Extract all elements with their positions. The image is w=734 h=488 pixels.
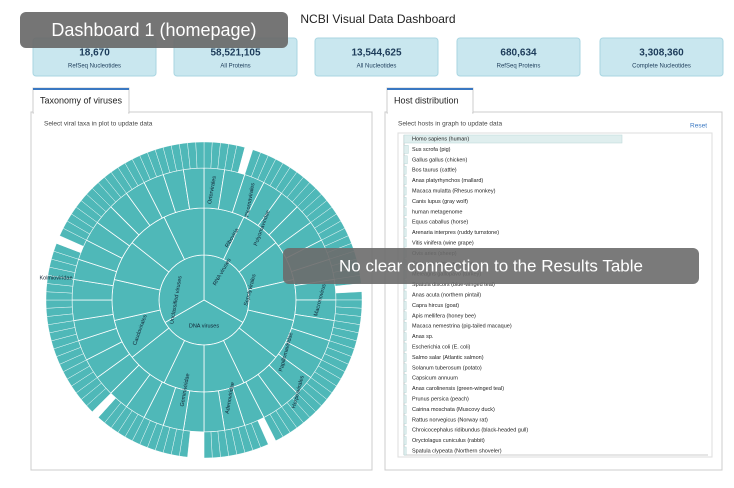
host-label[interactable]: Macaca mulatta (Rhesus monkey) — [412, 188, 496, 194]
host-bar[interactable] — [403, 436, 407, 445]
host-bar[interactable] — [403, 207, 407, 217]
stat-label: RefSeq Proteins — [497, 64, 541, 70]
host-label[interactable]: Oryctolagus cuniculus (rabbit) — [412, 438, 485, 444]
stat-cards: 18,670 RefSeq Nucleotides 58,521,105 All Pr… — [32, 37, 724, 77]
host-bar[interactable] — [403, 311, 407, 321]
host-label[interactable]: Spatula discors (blue-winged teal) — [412, 282, 495, 288]
host-label[interactable]: Anas sp. — [412, 334, 434, 340]
screen-label: Dashboard 1 (homepage) — [51, 20, 256, 40]
reset-link[interactable]: Reset — [690, 123, 707, 130]
sunburst-segment[interactable] — [195, 141, 205, 169]
tab-label[interactable]: Host distribution — [394, 95, 459, 105]
sunburst-segment[interactable] — [45, 299, 73, 309]
host-bars: Homo sapiens (human) Sus scrofa (pig) Gall… — [403, 134, 623, 456]
host-tab[interactable] — [386, 87, 474, 114]
taxonomy-tab[interactable] — [32, 87, 130, 114]
host-label[interactable]: Anas acuta (northern pintail) — [412, 292, 481, 298]
stat-card — [314, 37, 439, 77]
sunburst-segment[interactable] — [203, 431, 213, 459]
instruction: Select viral taxa in plot to update data — [44, 121, 153, 128]
taxon-label[interactable]: Kolmioviridae — [39, 275, 72, 281]
host-label[interactable]: human metagenome — [412, 209, 462, 215]
taxon-label[interactable]: DNA viruses — [189, 323, 220, 329]
host-bar[interactable] — [403, 290, 407, 300]
host-bar[interactable] — [403, 425, 407, 435]
stat-label: All Proteins — [220, 64, 250, 70]
host-label[interactable]: Solanum tuberosum (potato) — [412, 365, 482, 371]
tab-accent — [387, 88, 473, 90]
callout-box — [283, 248, 699, 284]
host-label[interactable]: Macaca nemestrina (pig-tailed macaque) — [412, 324, 512, 330]
host-bar[interactable] — [403, 145, 409, 154]
host-list-frame — [397, 132, 713, 458]
host-label[interactable]: Canis lupus (gray wolf) — [412, 199, 468, 205]
host-bar[interactable] — [403, 134, 623, 144]
stat-value: 680,634 — [500, 48, 537, 59]
host-bar[interactable] — [403, 353, 407, 362]
stat-card — [456, 37, 581, 77]
host-label[interactable]: Homo sapiens (human) — [412, 136, 469, 142]
host-label[interactable]: Chroicocephalus ridibundus (black-headed… — [412, 428, 528, 434]
host-bar[interactable] — [403, 384, 407, 393]
tab-accent — [33, 88, 129, 90]
callout: No clear connection to the Results Table — [339, 256, 643, 275]
host-panel — [384, 111, 723, 471]
host-label[interactable]: Sus scrofa (pig) — [412, 147, 451, 153]
host-label[interactable]: Bos taurus (cattle) — [412, 168, 457, 174]
host-bar[interactable] — [403, 332, 407, 341]
tab-label[interactable]: Taxonomy of viruses — [40, 95, 123, 105]
host-bar[interactable] — [403, 394, 407, 404]
taxon-label[interactable]: Picornavirales — [244, 182, 256, 217]
stat-label: Complete Nucleotides — [632, 64, 691, 70]
host-label[interactable]: Escherichia coli (E. coli) — [412, 344, 471, 350]
host-label[interactable]: Capra hircus (goat) — [412, 303, 459, 309]
host-label[interactable]: Apis mellifera (honey bee) — [412, 313, 476, 319]
host-bar[interactable] — [403, 197, 407, 206]
host-label[interactable]: Anas platyrhynchos (mallard) — [412, 178, 483, 184]
host-label[interactable]: Prunus persica (peach) — [412, 396, 469, 402]
host-label[interactable]: Equus caballus (horse) — [412, 220, 468, 226]
stat-value: 58,521,105 — [210, 48, 260, 59]
host-bar[interactable] — [403, 342, 407, 352]
host-bar[interactable] — [403, 363, 407, 373]
host-bar[interactable] — [403, 238, 407, 248]
host-label[interactable]: Anas carolinensis (green-winged teal) — [412, 386, 504, 392]
host-bar[interactable] — [403, 176, 407, 185]
host-bar[interactable] — [403, 405, 407, 414]
stat-value: 3,308,360 — [639, 48, 684, 59]
host-bar[interactable] — [403, 228, 407, 237]
host-label[interactable]: Gallus gallus (chicken) — [412, 157, 467, 163]
host-bar[interactable] — [403, 165, 407, 175]
screen-label-box — [20, 12, 288, 48]
taxon-label[interactable]: Ortervirales — [207, 175, 218, 204]
host-bar[interactable] — [403, 217, 407, 227]
stat-value: 18,670 — [79, 48, 110, 59]
host-bar[interactable] — [403, 301, 407, 310]
taxon-label[interactable]: Adenoviridae — [225, 382, 236, 415]
sunburst-segment[interactable] — [335, 291, 363, 301]
stat-label: All Nucleotides — [357, 64, 397, 70]
host-label[interactable]: Capsicum annuum — [412, 376, 458, 382]
instruction: Select hosts in graph to update data — [398, 121, 502, 128]
host-label[interactable]: Cairina moschata (Muscovy duck) — [412, 407, 495, 413]
taxon-label[interactable]: Geminiviridae — [180, 373, 192, 407]
host-bar[interactable] — [403, 446, 407, 456]
host-label[interactable]: Vitis vinifera (wine grape) — [412, 240, 474, 246]
page-title: NCBI Visual Data Dashboard — [300, 12, 455, 26]
host-bar[interactable] — [403, 321, 407, 331]
host-bar[interactable] — [403, 186, 407, 196]
host-bar[interactable] — [403, 415, 407, 425]
host-label[interactable]: Salmo salar (Atlantic salmon) — [412, 355, 484, 361]
host-label[interactable]: Rattus norvegicus (Norway rat) — [412, 417, 488, 423]
stat-label: RefSeq Nucleotides — [68, 64, 121, 70]
host-label[interactable]: Spatula clypeata (Northern shoveler) — [412, 448, 502, 454]
host-bar[interactable] — [403, 155, 408, 165]
host-label[interactable]: Arenaria interpres (ruddy turnstone) — [412, 230, 499, 236]
host-bar[interactable] — [403, 373, 407, 383]
stat-value: 13,544,625 — [351, 48, 401, 59]
stat-card — [599, 37, 724, 77]
